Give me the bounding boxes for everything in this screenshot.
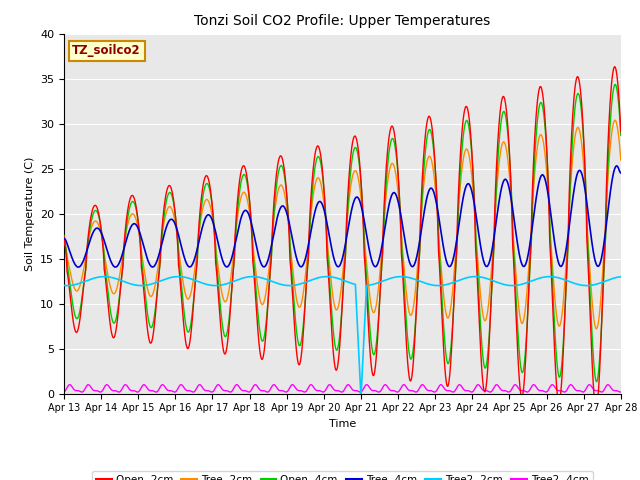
Legend: Open -2cm, Tree -2cm, Open -4cm, Tree -4cm, Tree2 -2cm, Tree2 -4cm: Open -2cm, Tree -2cm, Open -4cm, Tree -4… [92,471,593,480]
Y-axis label: Soil Temperature (C): Soil Temperature (C) [24,156,35,271]
X-axis label: Time: Time [329,419,356,429]
Title: Tonzi Soil CO2 Profile: Upper Temperatures: Tonzi Soil CO2 Profile: Upper Temperatur… [195,14,490,28]
Text: TZ_soilco2: TZ_soilco2 [72,44,141,58]
